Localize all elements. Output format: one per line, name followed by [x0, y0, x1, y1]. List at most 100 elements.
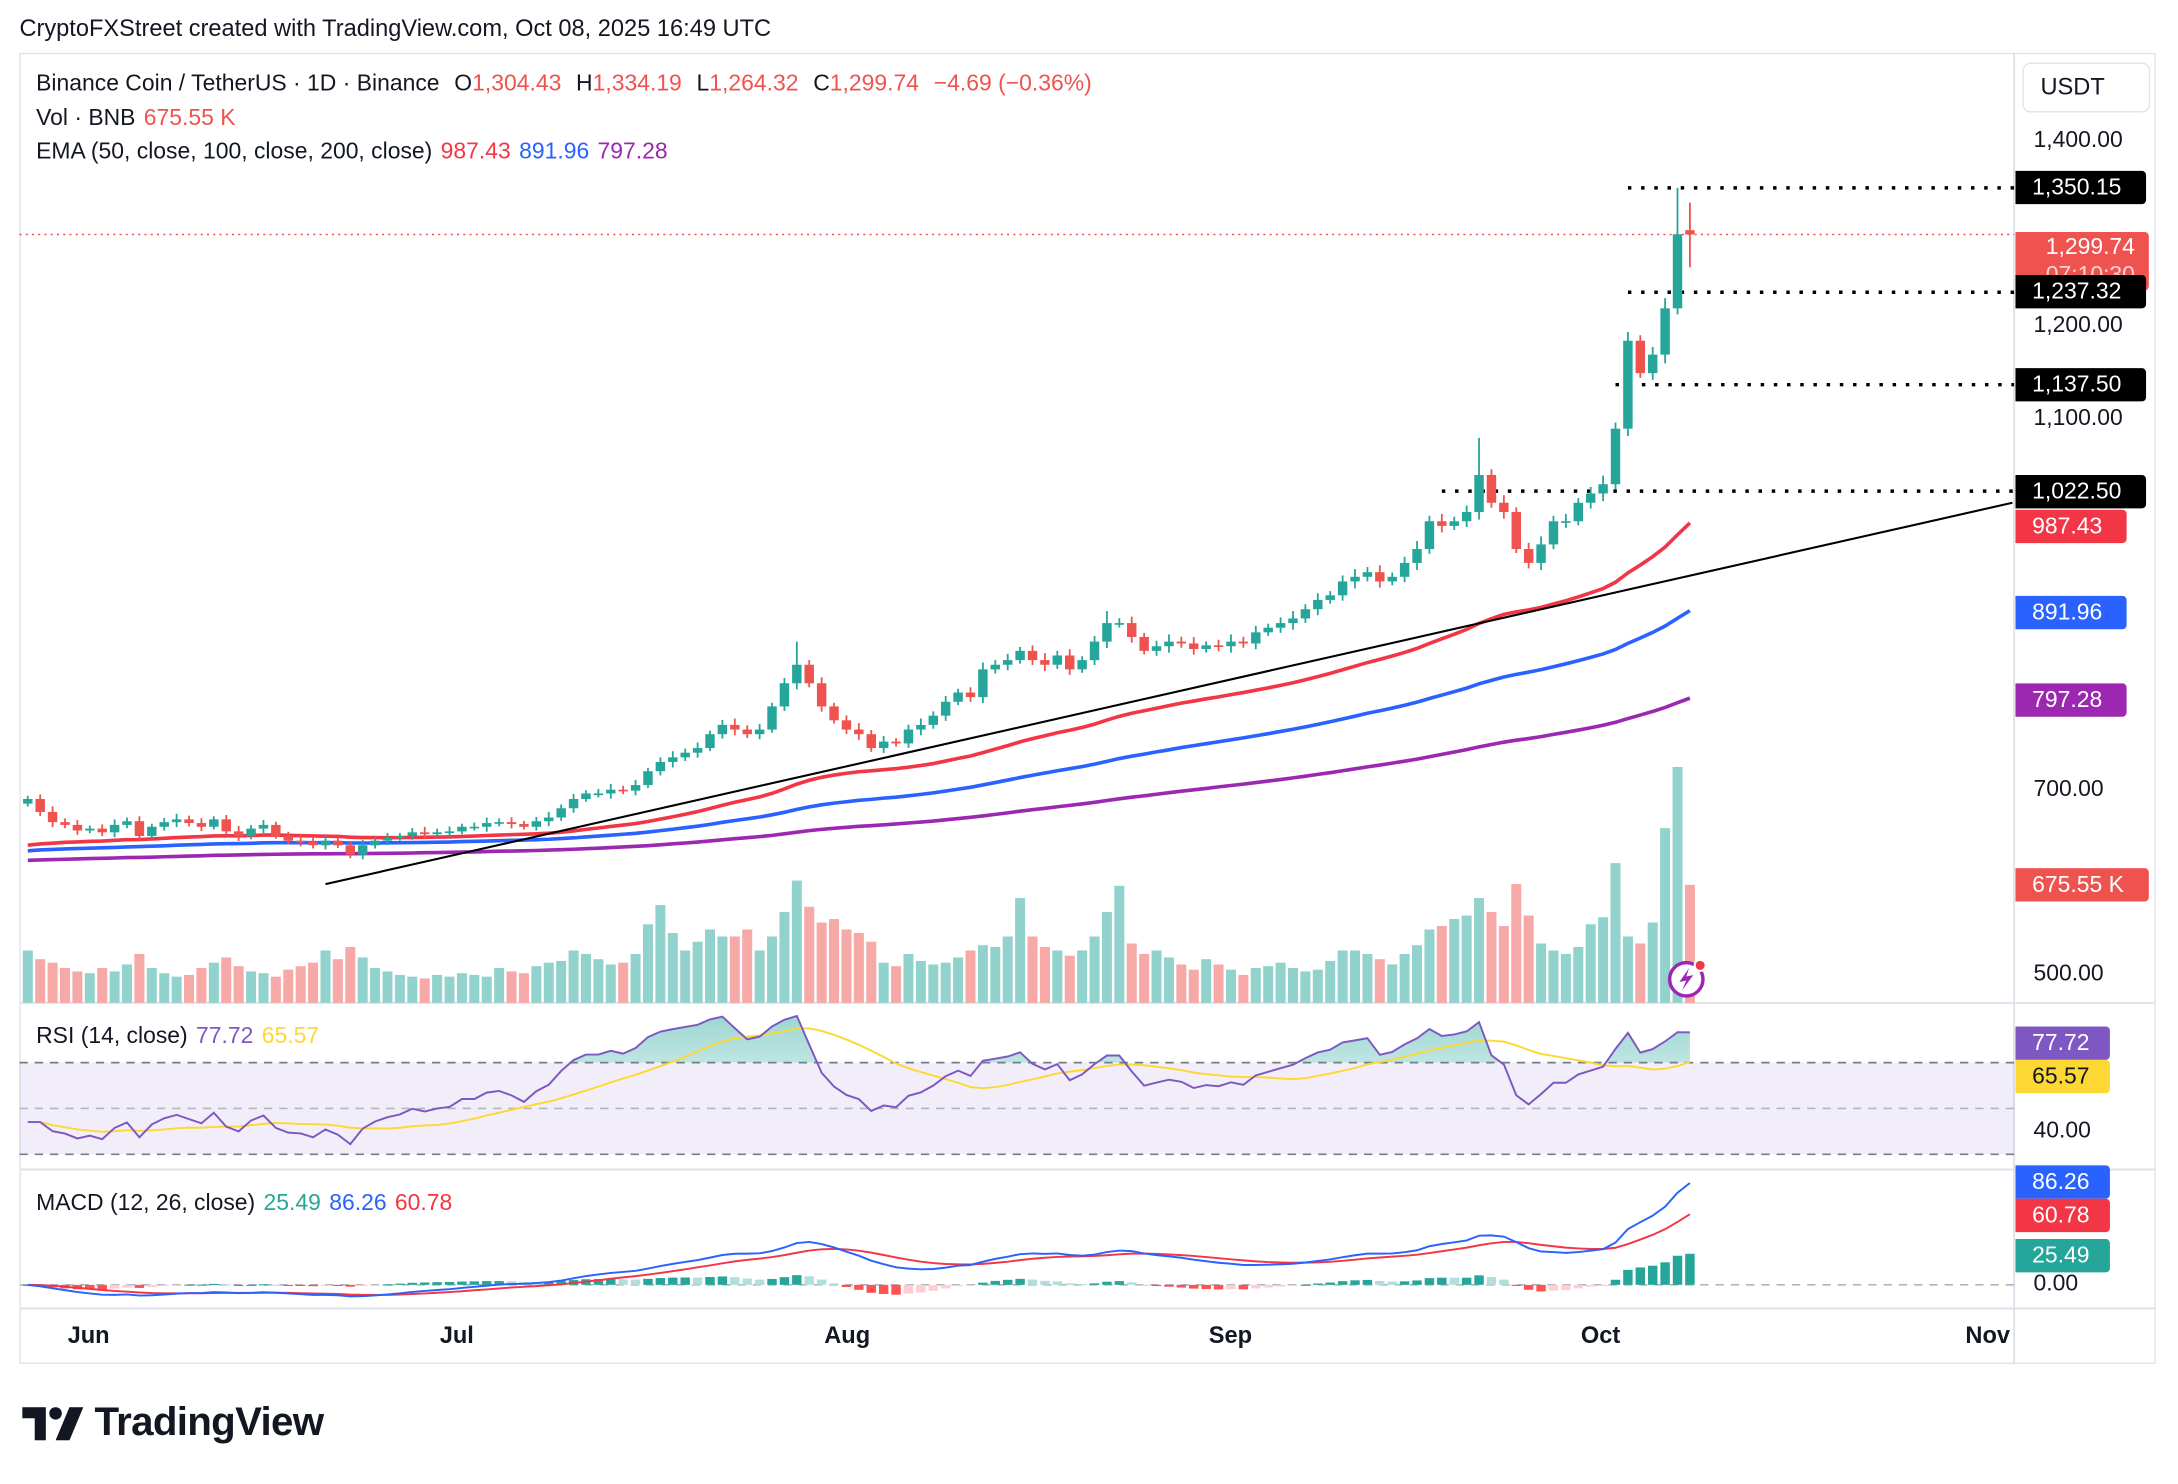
candle-body [1313, 599, 1323, 610]
candle-body [1064, 655, 1075, 670]
volume-bar [903, 953, 914, 1003]
macd-value: 86.26 [329, 1190, 387, 1216]
macd-histogram-bar [159, 1284, 169, 1287]
candle-body [1598, 484, 1608, 494]
candle-body [1102, 623, 1112, 642]
candle-body [1362, 572, 1373, 577]
macd-histogram-bar [457, 1281, 467, 1285]
candle-body [283, 836, 293, 841]
macd-histogram-bar [544, 1281, 554, 1285]
ema-legend[interactable]: EMA (50, close, 100, close, 200, close) 9… [36, 139, 676, 165]
candle-body [1325, 595, 1335, 600]
volume-bar [171, 976, 182, 1003]
candle-body [1672, 234, 1683, 309]
macd-histogram-bar [357, 1284, 368, 1287]
candle-body [295, 840, 306, 843]
macd-tick-label: 0.00 [2033, 1270, 2079, 1296]
ema50-value: 987.43 [440, 138, 511, 164]
macd-histogram-bar [196, 1284, 207, 1286]
candle-body [494, 822, 504, 824]
macd-histogram-bar [940, 1284, 951, 1289]
macd-histogram-bar [209, 1283, 219, 1286]
tradingview-logo[interactable]: TradingView [22, 1400, 324, 1446]
volume-bar [258, 973, 269, 1003]
volume-bar [1300, 971, 1311, 1003]
candle-body [1375, 572, 1385, 582]
volume-bar [1263, 966, 1274, 1003]
macd-histogram-bar [1127, 1282, 1137, 1285]
candle-body [1077, 660, 1087, 670]
macd-histogram-bar [1151, 1284, 1162, 1287]
volume-bar [878, 962, 889, 1003]
candle-body [370, 840, 380, 846]
macd-histogram-bar [1251, 1284, 1261, 1289]
candle-body [85, 828, 95, 831]
volume-bar [1684, 884, 1695, 1003]
macd-histogram-bar [184, 1284, 194, 1286]
candle-body [866, 734, 876, 749]
price-tick-label: 1,100.00 [2033, 405, 2123, 431]
rsi-tag: 77.72 [2015, 1026, 2110, 1060]
candle-body [717, 724, 728, 735]
volume-bar [481, 976, 492, 1003]
macd-histogram-bar [1089, 1283, 1100, 1285]
volume-bar [59, 967, 70, 1003]
macd-histogram-bar [432, 1282, 442, 1285]
candle-body [469, 826, 480, 829]
last-price-value: 1,299.74 [2045, 234, 2135, 260]
volume-bar [1474, 898, 1485, 1003]
currency-button[interactable]: USDT [2022, 62, 2151, 113]
macd-legend[interactable]: MACD (12, 26, close) 25.49 86.26 60.78 [36, 1190, 461, 1216]
volume-bar [35, 959, 46, 1003]
volume-bar [1114, 885, 1125, 1003]
volume-bar [1287, 967, 1298, 1003]
macd-histogram-bar [345, 1284, 356, 1287]
candle-body [519, 823, 529, 827]
macd-histogram-bar [593, 1279, 604, 1285]
candle-body [1536, 544, 1546, 563]
volume-bar [456, 973, 467, 1003]
volume-bar [1052, 950, 1063, 1003]
volume-bar [841, 929, 852, 1003]
candle-body [1337, 581, 1348, 596]
macd-histogram-bar [618, 1279, 628, 1285]
ema200-value: 797.28 [597, 138, 668, 164]
candle-body [147, 826, 157, 837]
candle-body [97, 828, 107, 833]
volume-bar [1101, 912, 1112, 1003]
macd-pane [19, 1182, 2015, 1298]
volume-bar [184, 974, 195, 1003]
price-tick-label: 1,400.00 [2033, 127, 2123, 153]
candle-body [1288, 618, 1298, 624]
volume-bar [1225, 969, 1236, 1003]
volume-bar [1151, 950, 1162, 1003]
candle-body [1350, 576, 1360, 582]
macd-histogram-bar [1461, 1277, 1472, 1285]
macd-hist-tag: 25.49 [2015, 1239, 2110, 1273]
candle-body [1176, 641, 1187, 644]
macd-histogram-bar [221, 1284, 231, 1286]
candle-body [1002, 660, 1013, 665]
volume-bar [1064, 955, 1075, 1003]
candle-body [841, 720, 852, 730]
volume-bar [1139, 953, 1150, 1003]
volume-bar [1424, 929, 1435, 1003]
symbol-legend[interactable]: Binance Coin / TetherUS · 1D · Binance O… [36, 71, 1100, 97]
volume-legend[interactable]: Vol · BNB 675.55 K [36, 106, 244, 132]
rsi-legend[interactable]: RSI (14, close) 77.72 65.57 [36, 1024, 327, 1050]
macd-histogram-bar [1672, 1255, 1683, 1285]
macd-histogram-bar [928, 1284, 938, 1291]
price-tick-label: 700.00 [2033, 775, 2104, 801]
volume-bar [1498, 926, 1509, 1003]
volume-bar [729, 936, 740, 1003]
candle-body [606, 789, 616, 794]
macd-tag: 86.26 [2015, 1165, 2110, 1199]
volume-bar [394, 974, 405, 1003]
volume-bar [580, 953, 591, 1003]
lightning-icon[interactable] [1665, 957, 1707, 999]
volume-bars [22, 767, 1695, 1003]
volume-bar [866, 941, 877, 1003]
volume-bar [531, 966, 542, 1003]
volume-bar [754, 950, 765, 1003]
